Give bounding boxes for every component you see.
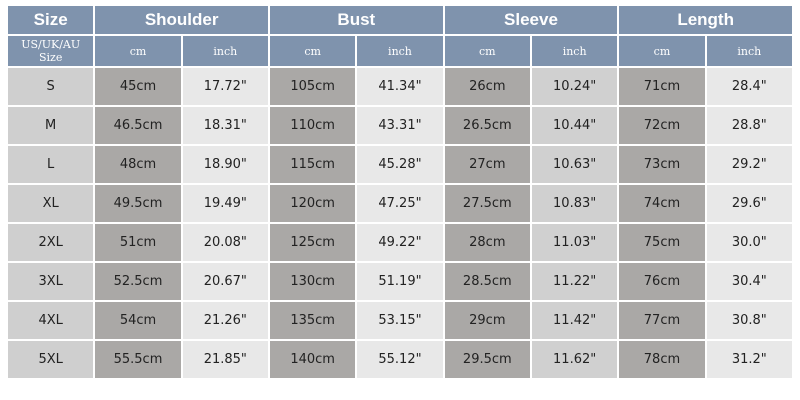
length-cm-cell: 76cm	[617, 261, 707, 302]
bust-inch-cell: 53.15"	[355, 300, 445, 341]
subheader-row: US/UK/AU Size cm inch cm inch cm inch cm…	[5, 34, 795, 68]
length-cm-cell: 74cm	[617, 183, 707, 224]
length-header: Length	[617, 4, 794, 36]
length-inch-cell: 30.4"	[704, 261, 795, 302]
length-inch-cell: 29.2"	[704, 144, 795, 185]
bust-cm-cell: 125cm	[267, 222, 358, 263]
shoulder-inch-cell: 21.85"	[180, 339, 270, 380]
bust-cm-cell: 120cm	[267, 183, 358, 224]
bust-inch-cell: 47.25"	[355, 183, 445, 224]
sleeve-inch-cell: 10.24"	[529, 66, 620, 107]
bust-cm-header: cm	[267, 34, 358, 68]
size-cell: XL	[5, 183, 96, 224]
table-row: 3XL 52.5cm 20.67" 130cm 51.19" 28.5cm 11.22" 76…	[5, 261, 795, 302]
sleeve-inch-cell: 10.83"	[529, 183, 620, 224]
length-inch-cell: 30.0"	[704, 222, 795, 263]
shoulder-cm-header: cm	[93, 34, 183, 68]
size-cell: 5XL	[5, 339, 96, 380]
shoulder-cm-cell: 55.5cm	[93, 339, 183, 380]
length-inch-cell: 28.8"	[704, 105, 795, 146]
size-cell: 2XL	[5, 222, 96, 263]
sleeve-cm-header: cm	[442, 34, 532, 68]
sleeve-inch-header: inch	[529, 34, 620, 68]
sleeve-cm-cell: 28.5cm	[442, 261, 532, 302]
bust-cm-cell: 135cm	[267, 300, 358, 341]
bust-cm-cell: 105cm	[267, 66, 358, 107]
length-cm-cell: 78cm	[617, 339, 707, 380]
length-cm-cell: 71cm	[617, 66, 707, 107]
sleeve-cm-cell: 27.5cm	[442, 183, 532, 224]
size-cell: M	[5, 105, 96, 146]
size-cell: S	[5, 66, 96, 107]
shoulder-inch-cell: 17.72"	[180, 66, 270, 107]
shoulder-cm-cell: 51cm	[93, 222, 183, 263]
bust-inch-cell: 45.28"	[355, 144, 445, 185]
sleeve-cm-cell: 29cm	[442, 300, 532, 341]
length-inch-cell: 31.2"	[704, 339, 795, 380]
shoulder-inch-cell: 19.49"	[180, 183, 270, 224]
shoulder-cm-cell: 54cm	[93, 300, 183, 341]
bust-inch-cell: 41.34"	[355, 66, 445, 107]
shoulder-cm-cell: 48cm	[93, 144, 183, 185]
shoulder-cm-cell: 46.5cm	[93, 105, 183, 146]
sleeve-header: Sleeve	[442, 4, 620, 36]
bust-inch-cell: 49.22"	[355, 222, 445, 263]
bust-inch-cell: 43.31"	[355, 105, 445, 146]
table-row: 5XL 55.5cm 21.85" 140cm 55.12" 29.5cm 11.62" 78…	[5, 339, 795, 380]
table-row: L 48cm 18.90" 115cm 45.28" 27cm 10.63" 73cm 29.2…	[5, 144, 795, 185]
sleeve-cm-cell: 28cm	[442, 222, 532, 263]
shoulder-inch-cell: 20.67"	[180, 261, 270, 302]
length-inch-cell: 28.4"	[704, 66, 795, 107]
length-cm-cell: 77cm	[617, 300, 707, 341]
sleeve-inch-cell: 11.03"	[529, 222, 620, 263]
bust-cm-cell: 115cm	[267, 144, 358, 185]
table-row: 2XL 51cm 20.08" 125cm 49.22" 28cm 11.03" 75cm 30…	[5, 222, 795, 263]
sleeve-inch-cell: 11.62"	[529, 339, 620, 380]
table-row: M 46.5cm 18.31" 110cm 43.31" 26.5cm 10.44" 72cm…	[5, 105, 795, 146]
shoulder-inch-cell: 20.08"	[180, 222, 270, 263]
size-chart-table: Size Shoulder Bust Sleeve Length US/UK/A…	[5, 4, 795, 380]
bust-cm-cell: 110cm	[267, 105, 358, 146]
shoulder-inch-cell: 21.26"	[180, 300, 270, 341]
size-cell: 3XL	[5, 261, 96, 302]
size-header: Size	[5, 4, 96, 36]
sleeve-cm-cell: 26.5cm	[442, 105, 532, 146]
sleeve-inch-cell: 10.63"	[529, 144, 620, 185]
sleeve-cm-cell: 27cm	[442, 144, 532, 185]
sleeve-inch-cell: 10.44"	[529, 105, 620, 146]
length-inch-header: inch	[704, 34, 795, 68]
shoulder-inch-cell: 18.31"	[180, 105, 270, 146]
shoulder-cm-cell: 52.5cm	[93, 261, 183, 302]
bust-cm-cell: 130cm	[267, 261, 358, 302]
sleeve-cm-cell: 29.5cm	[442, 339, 532, 380]
bust-inch-header: inch	[355, 34, 445, 68]
shoulder-cm-cell: 45cm	[93, 66, 183, 107]
length-inch-cell: 29.6"	[704, 183, 795, 224]
table-row: S 45cm 17.72" 105cm 41.34" 26cm 10.24" 71cm 28.4…	[5, 66, 795, 107]
length-cm-cell: 75cm	[617, 222, 707, 263]
bust-inch-cell: 55.12"	[355, 339, 445, 380]
shoulder-header: Shoulder	[93, 4, 270, 36]
bust-header: Bust	[267, 4, 445, 36]
table-row: XL 49.5cm 19.49" 120cm 47.25" 27.5cm 10.83" 74c…	[5, 183, 795, 224]
size-subheader: US/UK/AU Size	[5, 34, 96, 68]
sleeve-inch-cell: 11.42"	[529, 300, 620, 341]
size-cell: 4XL	[5, 300, 96, 341]
table-body: S 45cm 17.72" 105cm 41.34" 26cm 10.24" 71cm 28.4…	[5, 66, 795, 380]
bust-inch-cell: 51.19"	[355, 261, 445, 302]
shoulder-inch-header: inch	[180, 34, 270, 68]
length-cm-cell: 72cm	[617, 105, 707, 146]
sleeve-cm-cell: 26cm	[442, 66, 532, 107]
length-cm-cell: 73cm	[617, 144, 707, 185]
size-cell: L	[5, 144, 96, 185]
length-cm-header: cm	[617, 34, 707, 68]
shoulder-cm-cell: 49.5cm	[93, 183, 183, 224]
length-inch-cell: 30.8"	[704, 300, 795, 341]
header-row: Size Shoulder Bust Sleeve Length	[5, 4, 794, 36]
bust-cm-cell: 140cm	[267, 339, 358, 380]
shoulder-inch-cell: 18.90"	[180, 144, 270, 185]
table-row: 4XL 54cm 21.26" 135cm 53.15" 29cm 11.42" 77cm 30…	[5, 300, 795, 341]
sleeve-inch-cell: 11.22"	[529, 261, 620, 302]
